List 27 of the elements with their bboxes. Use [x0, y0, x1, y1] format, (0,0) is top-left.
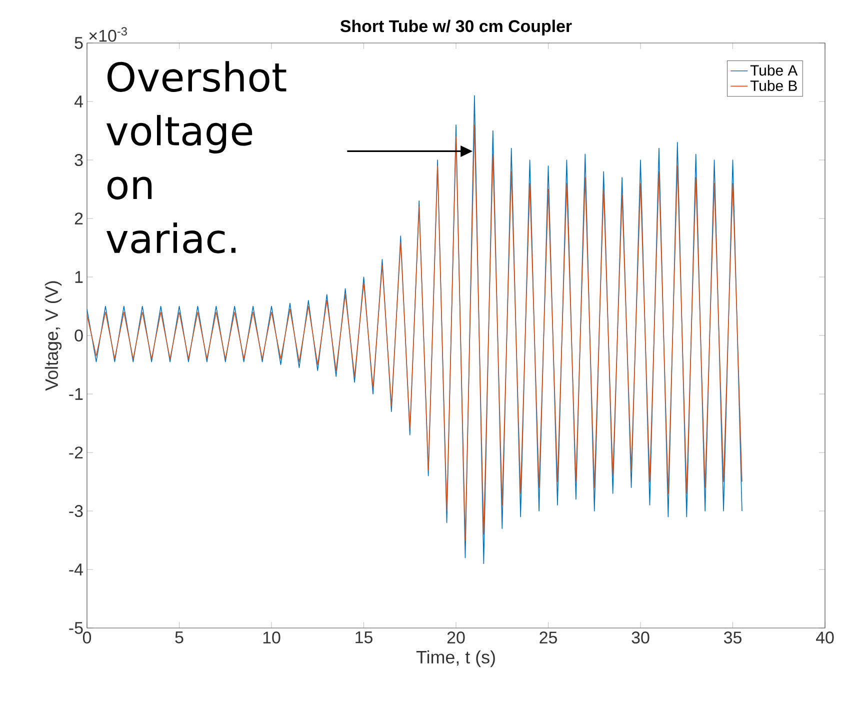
x-tick-label: 25 — [540, 632, 557, 644]
x-tick-label: 20 — [447, 632, 465, 644]
x-tick-label: 15 — [356, 632, 372, 644]
y-tick-label: -3 — [69, 505, 83, 517]
annotation: Overshot voltage on variac. — [106, 61, 286, 254]
y-axis-title: Voltage, V (V) — [44, 281, 62, 391]
y-tick-label: 3 — [74, 154, 83, 166]
y-tick-label: -4 — [69, 564, 83, 576]
y-tick-label: -2 — [69, 446, 83, 458]
y-tick-label: -5 — [69, 622, 83, 634]
x-tick-label: 30 — [632, 632, 650, 644]
chart-title: Short Tube w/ 30 cm Coupler — [340, 20, 572, 36]
legend-label: Tube B — [750, 80, 797, 92]
x-tick-label: 10 — [263, 632, 280, 644]
x-axis-title: Time, t (s) — [416, 650, 495, 668]
y-tick-label: 4 — [74, 96, 83, 108]
y-tick-label: 1 — [75, 271, 83, 283]
y-tick-label: -1 — [69, 388, 83, 400]
x-tick-label: 5 — [175, 632, 184, 644]
y-tick-label: 2 — [74, 212, 83, 224]
text: ×10$^{-3}$ — [89, 27, 127, 42]
x-tick-label: 0 — [82, 632, 92, 644]
y-tick-label: 5 — [74, 37, 83, 49]
y-tick-label: 0 — [74, 330, 83, 342]
x-tick-label: 35 — [724, 632, 742, 644]
legend-label: Tube A — [750, 64, 798, 76]
x-tick-label: 40 — [816, 632, 834, 644]
